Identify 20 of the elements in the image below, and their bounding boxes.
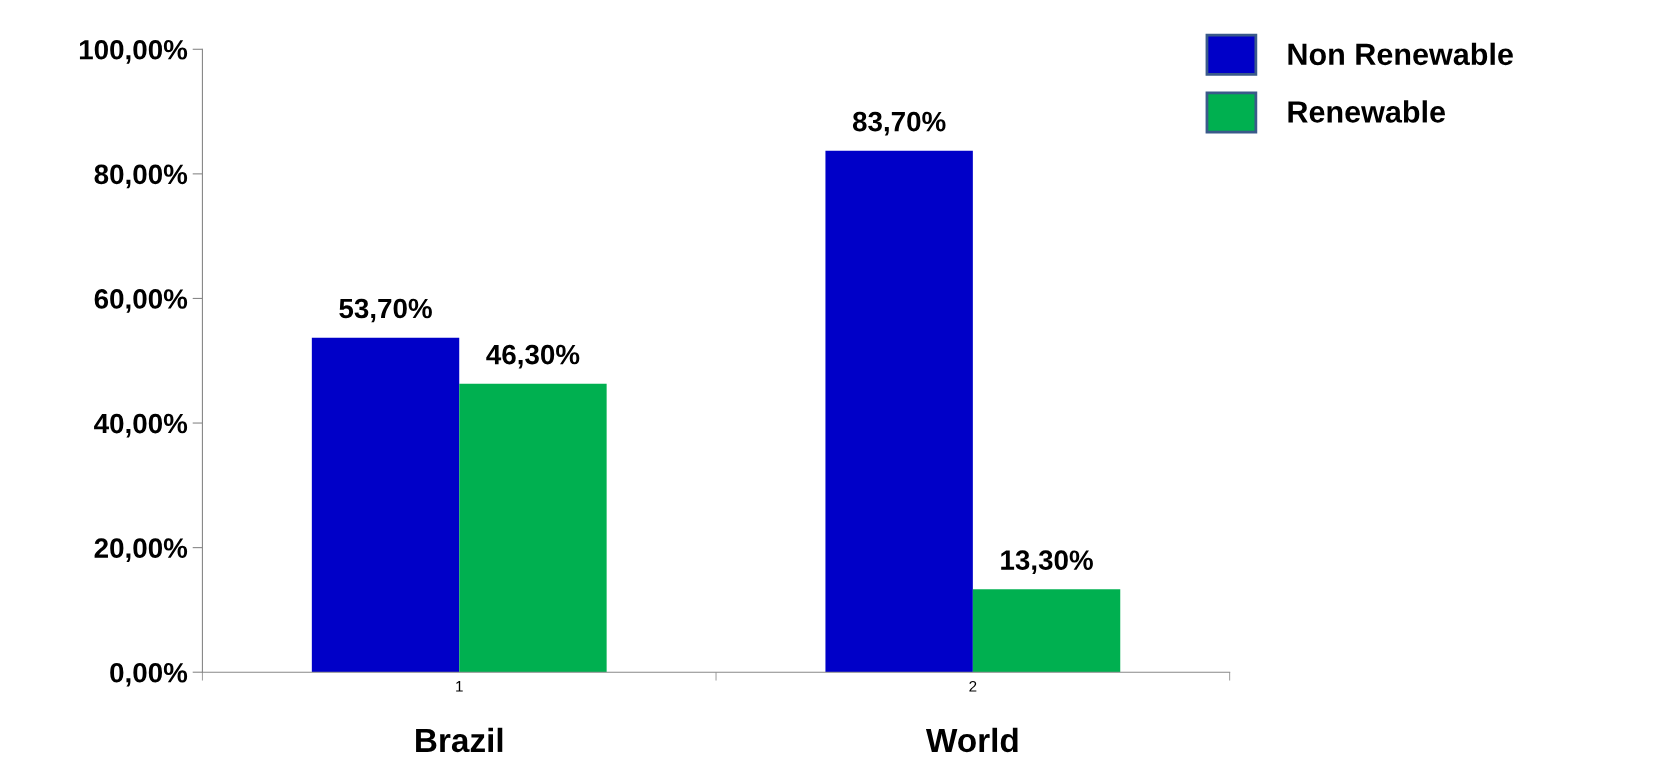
bar <box>825 150 973 673</box>
x-tick-label: 2 <box>969 680 977 692</box>
y-tick-label: 80,00% <box>94 164 188 189</box>
y-tick-label: 0,00% <box>110 662 188 687</box>
data-label: 83,70% <box>852 111 946 136</box>
data-label: 46,30% <box>486 344 580 369</box>
y-tick-label: 100,00% <box>79 39 188 64</box>
text: Brazil <box>416 727 503 753</box>
bar <box>972 589 1121 673</box>
bar <box>311 337 460 673</box>
data-label: 53,70% <box>339 298 432 323</box>
legend-label: Renewable <box>1288 100 1445 123</box>
x-tick-label: 1 <box>456 681 463 692</box>
y-tick-label: 20,00% <box>94 538 188 562</box>
text: World <box>925 727 1018 753</box>
legend-label: Non Renewable <box>1288 42 1513 66</box>
y-tick-label: 40,00% <box>94 413 188 438</box>
data-label: 13,30% <box>1001 550 1093 575</box>
y-tick-label: 60,00% <box>94 289 188 313</box>
bar <box>459 383 607 673</box>
